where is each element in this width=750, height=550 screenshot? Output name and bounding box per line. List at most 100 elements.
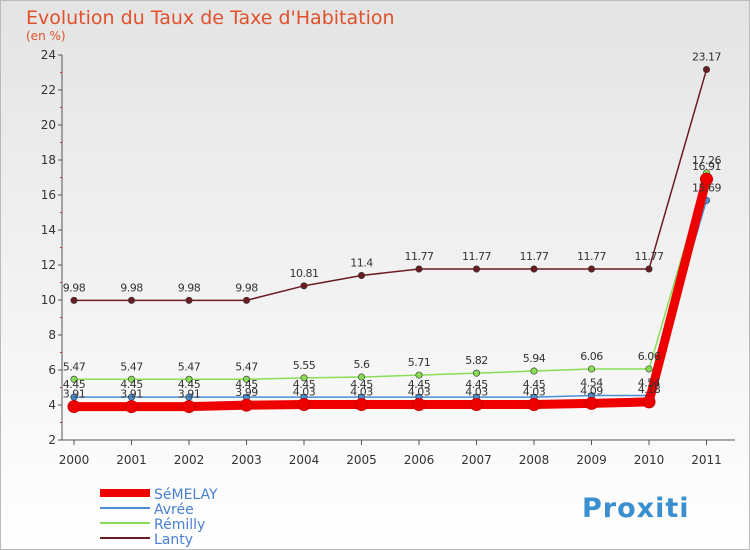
data-point: [700, 172, 713, 186]
series-line-lanty: [73, 68, 708, 302]
y-tick-label: 2: [48, 433, 56, 447]
data-label: 23.17: [692, 51, 721, 64]
data-label: 5.47: [63, 360, 86, 373]
y-tick-label: 6: [48, 363, 56, 377]
data-point: [415, 371, 423, 379]
x-tick-label: 2008: [519, 453, 550, 467]
data-label: 5.94: [523, 352, 546, 365]
data-label: 4.54: [580, 377, 603, 390]
data-label: 4.45: [408, 378, 431, 391]
data-label: 4.03: [293, 385, 316, 398]
x-tick-label: 2003: [231, 453, 262, 467]
data-label: 9.98: [178, 281, 201, 294]
data-point: [300, 374, 308, 382]
data-point: [587, 365, 595, 373]
x-tick-label: 2004: [289, 453, 320, 467]
data-label: 11.4: [350, 257, 373, 270]
data-label: 5.71: [408, 356, 431, 369]
data-point: [125, 400, 138, 414]
data-point: [642, 395, 656, 409]
data-label: 4.03: [350, 385, 373, 398]
data-point: [297, 397, 311, 411]
data-label: 17.26: [692, 154, 721, 167]
series-line-avr-e: [73, 199, 708, 398]
legend-label: Avrée: [154, 502, 194, 518]
data-point: [357, 373, 365, 381]
data-label: 11.77: [520, 250, 549, 263]
data-point: [530, 367, 538, 375]
data-label: 4.45: [120, 378, 143, 391]
data-label: 5.6: [354, 358, 370, 371]
chart-subtitle: (en %): [26, 29, 66, 43]
data-label: 4.45: [178, 378, 201, 391]
data-point: [300, 282, 308, 290]
data-point: [128, 296, 136, 304]
data-point: [527, 397, 541, 411]
data-label: 3.91: [178, 388, 201, 401]
data-label: 16.91: [692, 160, 721, 173]
legend-label: SéMELAY: [154, 487, 218, 503]
data-label: 5.47: [178, 360, 201, 373]
y-tick-label: 16: [41, 188, 56, 202]
data-point: [645, 265, 653, 273]
legend-label: Rémilly: [154, 517, 205, 533]
x-tick-label: 2010: [634, 453, 665, 467]
chart-title: Evolution du Taux de Taxe d'Habitation: [26, 7, 395, 29]
data-label: 4.03: [408, 385, 431, 398]
data-point: [585, 396, 598, 410]
x-tick-label: 2000: [59, 453, 90, 467]
data-label: 3.99: [235, 386, 258, 399]
data-label: 11.77: [635, 250, 664, 263]
data-label: 9.98: [63, 281, 86, 294]
data-labels-layer: 9.98 9.98 9.98 9.98 10.81 11.4 11.77 11.77 11.77…: [63, 51, 722, 401]
data-label: 3.91: [63, 388, 86, 401]
data-label: 11.77: [405, 250, 434, 263]
data-point: [185, 375, 193, 383]
data-point: [182, 400, 196, 414]
data-point: [240, 398, 253, 412]
data-point: [128, 375, 136, 383]
x-tick-label: 2007: [461, 453, 492, 467]
data-point: [243, 296, 251, 304]
data-label: 4.45: [235, 378, 258, 391]
data-label: 4.45: [350, 378, 373, 391]
proxiti-logo: Proxiti: [582, 493, 690, 524]
data-point: [357, 271, 365, 279]
data-point: [70, 296, 78, 304]
data-label: 4.09: [580, 384, 603, 397]
y-tick-label: 24: [41, 48, 56, 62]
x-tick-label: 2006: [404, 453, 435, 467]
logo-text: Proxiti: [582, 493, 690, 524]
data-point: [415, 265, 423, 273]
y-tick-label: 20: [41, 118, 56, 132]
y-tick-label: 10: [41, 293, 56, 307]
data-label: 5.47: [120, 360, 143, 373]
x-tick-label: 2002: [174, 453, 205, 467]
x-tick-label: 2005: [346, 453, 377, 467]
data-label: 4.45: [523, 378, 546, 391]
data-label: 6.06: [580, 350, 603, 363]
x-tick-label: 2001: [116, 453, 147, 467]
data-label: 4.03: [523, 385, 546, 398]
data-label: 9.98: [120, 281, 143, 294]
data-label: 11.77: [462, 250, 491, 263]
legend-label: Lanty: [154, 532, 193, 548]
data-point: [412, 397, 426, 411]
data-label: 4.45: [293, 378, 316, 391]
data-label: 4.45: [63, 378, 86, 391]
data-point: [470, 397, 483, 411]
series-line-s-melay: [69, 174, 711, 412]
data-label: 4.03: [465, 385, 488, 398]
y-tick-label: 4: [48, 398, 56, 412]
data-point: [243, 375, 251, 383]
x-tick-label: 2009: [576, 453, 607, 467]
data-label: 5.55: [293, 359, 316, 372]
data-point: [587, 265, 595, 273]
series-line-r-milly: [73, 172, 708, 381]
data-point: [67, 400, 81, 414]
